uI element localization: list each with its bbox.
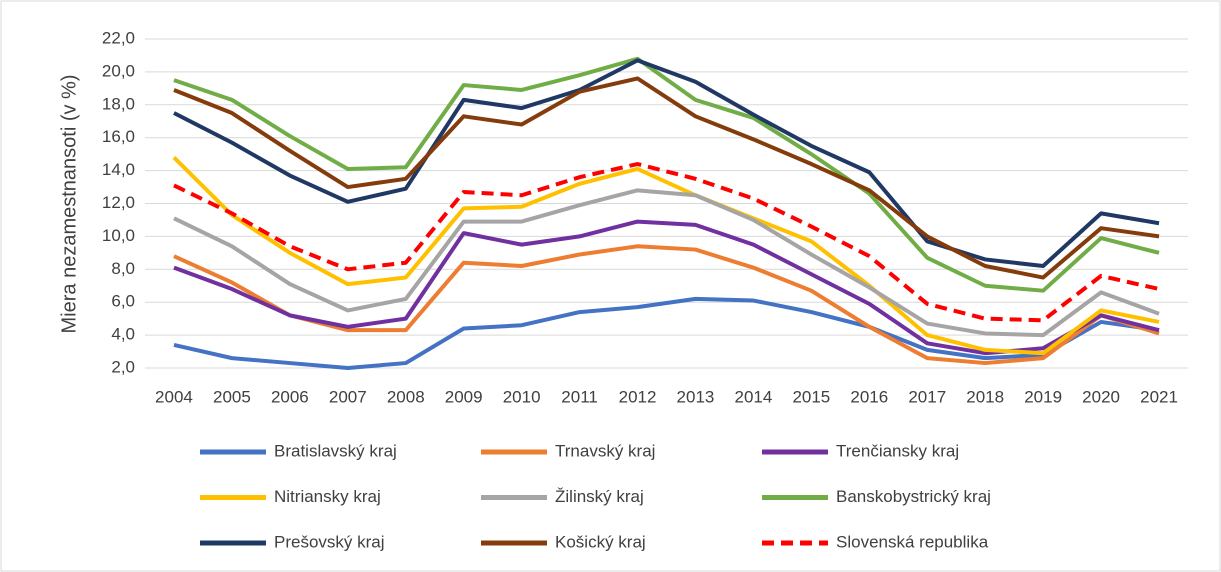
series-line	[172, 156, 1160, 356]
series-line	[173, 58, 1160, 269]
x-tick-label: 2013	[677, 387, 715, 406]
series-line	[173, 296, 1160, 370]
legend-label: Slovenská republika	[836, 532, 989, 551]
y-tick-label: 20,0	[102, 61, 135, 80]
y-tick-label: 22,0	[102, 28, 135, 47]
x-tick-label: 2020	[1082, 387, 1120, 406]
x-tick-label: 2011	[561, 387, 598, 406]
y-tick-label: 6,0	[111, 292, 135, 311]
legend-label: Banskobystrický kraj	[836, 487, 991, 506]
x-tick-label: 2004	[155, 387, 193, 406]
x-tick-label: 2019	[1024, 387, 1062, 406]
legend-label: Bratislavský kraj	[274, 441, 397, 460]
series-line	[173, 56, 1160, 293]
x-tick-label: 2016	[850, 387, 888, 406]
x-tick-label: 2008	[387, 387, 425, 406]
y-tick-label: 18,0	[102, 94, 135, 113]
x-tick-label: 2014	[735, 387, 773, 406]
x-tick-label: 2006	[271, 387, 309, 406]
y-tick-label: 16,0	[102, 127, 135, 146]
x-tick-label: 2018	[966, 387, 1004, 406]
x-tick-label: 2021	[1140, 387, 1178, 406]
series-line	[173, 244, 1160, 366]
y-tick-label: 12,0	[102, 193, 135, 212]
y-tick-label: 14,0	[102, 160, 135, 179]
x-tick-label: 2015	[792, 387, 830, 406]
series-line	[173, 76, 1160, 280]
legend-label: Košický kraj	[555, 532, 646, 551]
x-tick-label: 2009	[445, 387, 483, 406]
legend-label: Nitriansky kraj	[274, 487, 381, 506]
y-tick-label: 10,0	[102, 226, 135, 245]
x-tick-label: 2012	[619, 387, 657, 406]
y-tick-label: 4,0	[111, 325, 135, 344]
x-tick-label: 2010	[503, 387, 541, 406]
x-tick-label: 2007	[329, 387, 367, 406]
legend-label: Prešovský kraj	[274, 532, 385, 551]
x-tick-label: 2005	[213, 387, 251, 406]
legend-label: Trnavský kraj	[555, 441, 655, 460]
legend-label: Žilinský kraj	[555, 487, 644, 506]
y-tick-label: 8,0	[111, 259, 135, 278]
y-axis-label: Miera nezamestnansoti (v %)	[58, 75, 80, 334]
y-tick-label: 2,0	[111, 357, 135, 376]
series-line	[173, 162, 1160, 323]
x-tick-label: 2017	[908, 387, 946, 406]
series-line	[173, 188, 1160, 338]
legend-label: Trenčiansky kraj	[836, 441, 959, 460]
